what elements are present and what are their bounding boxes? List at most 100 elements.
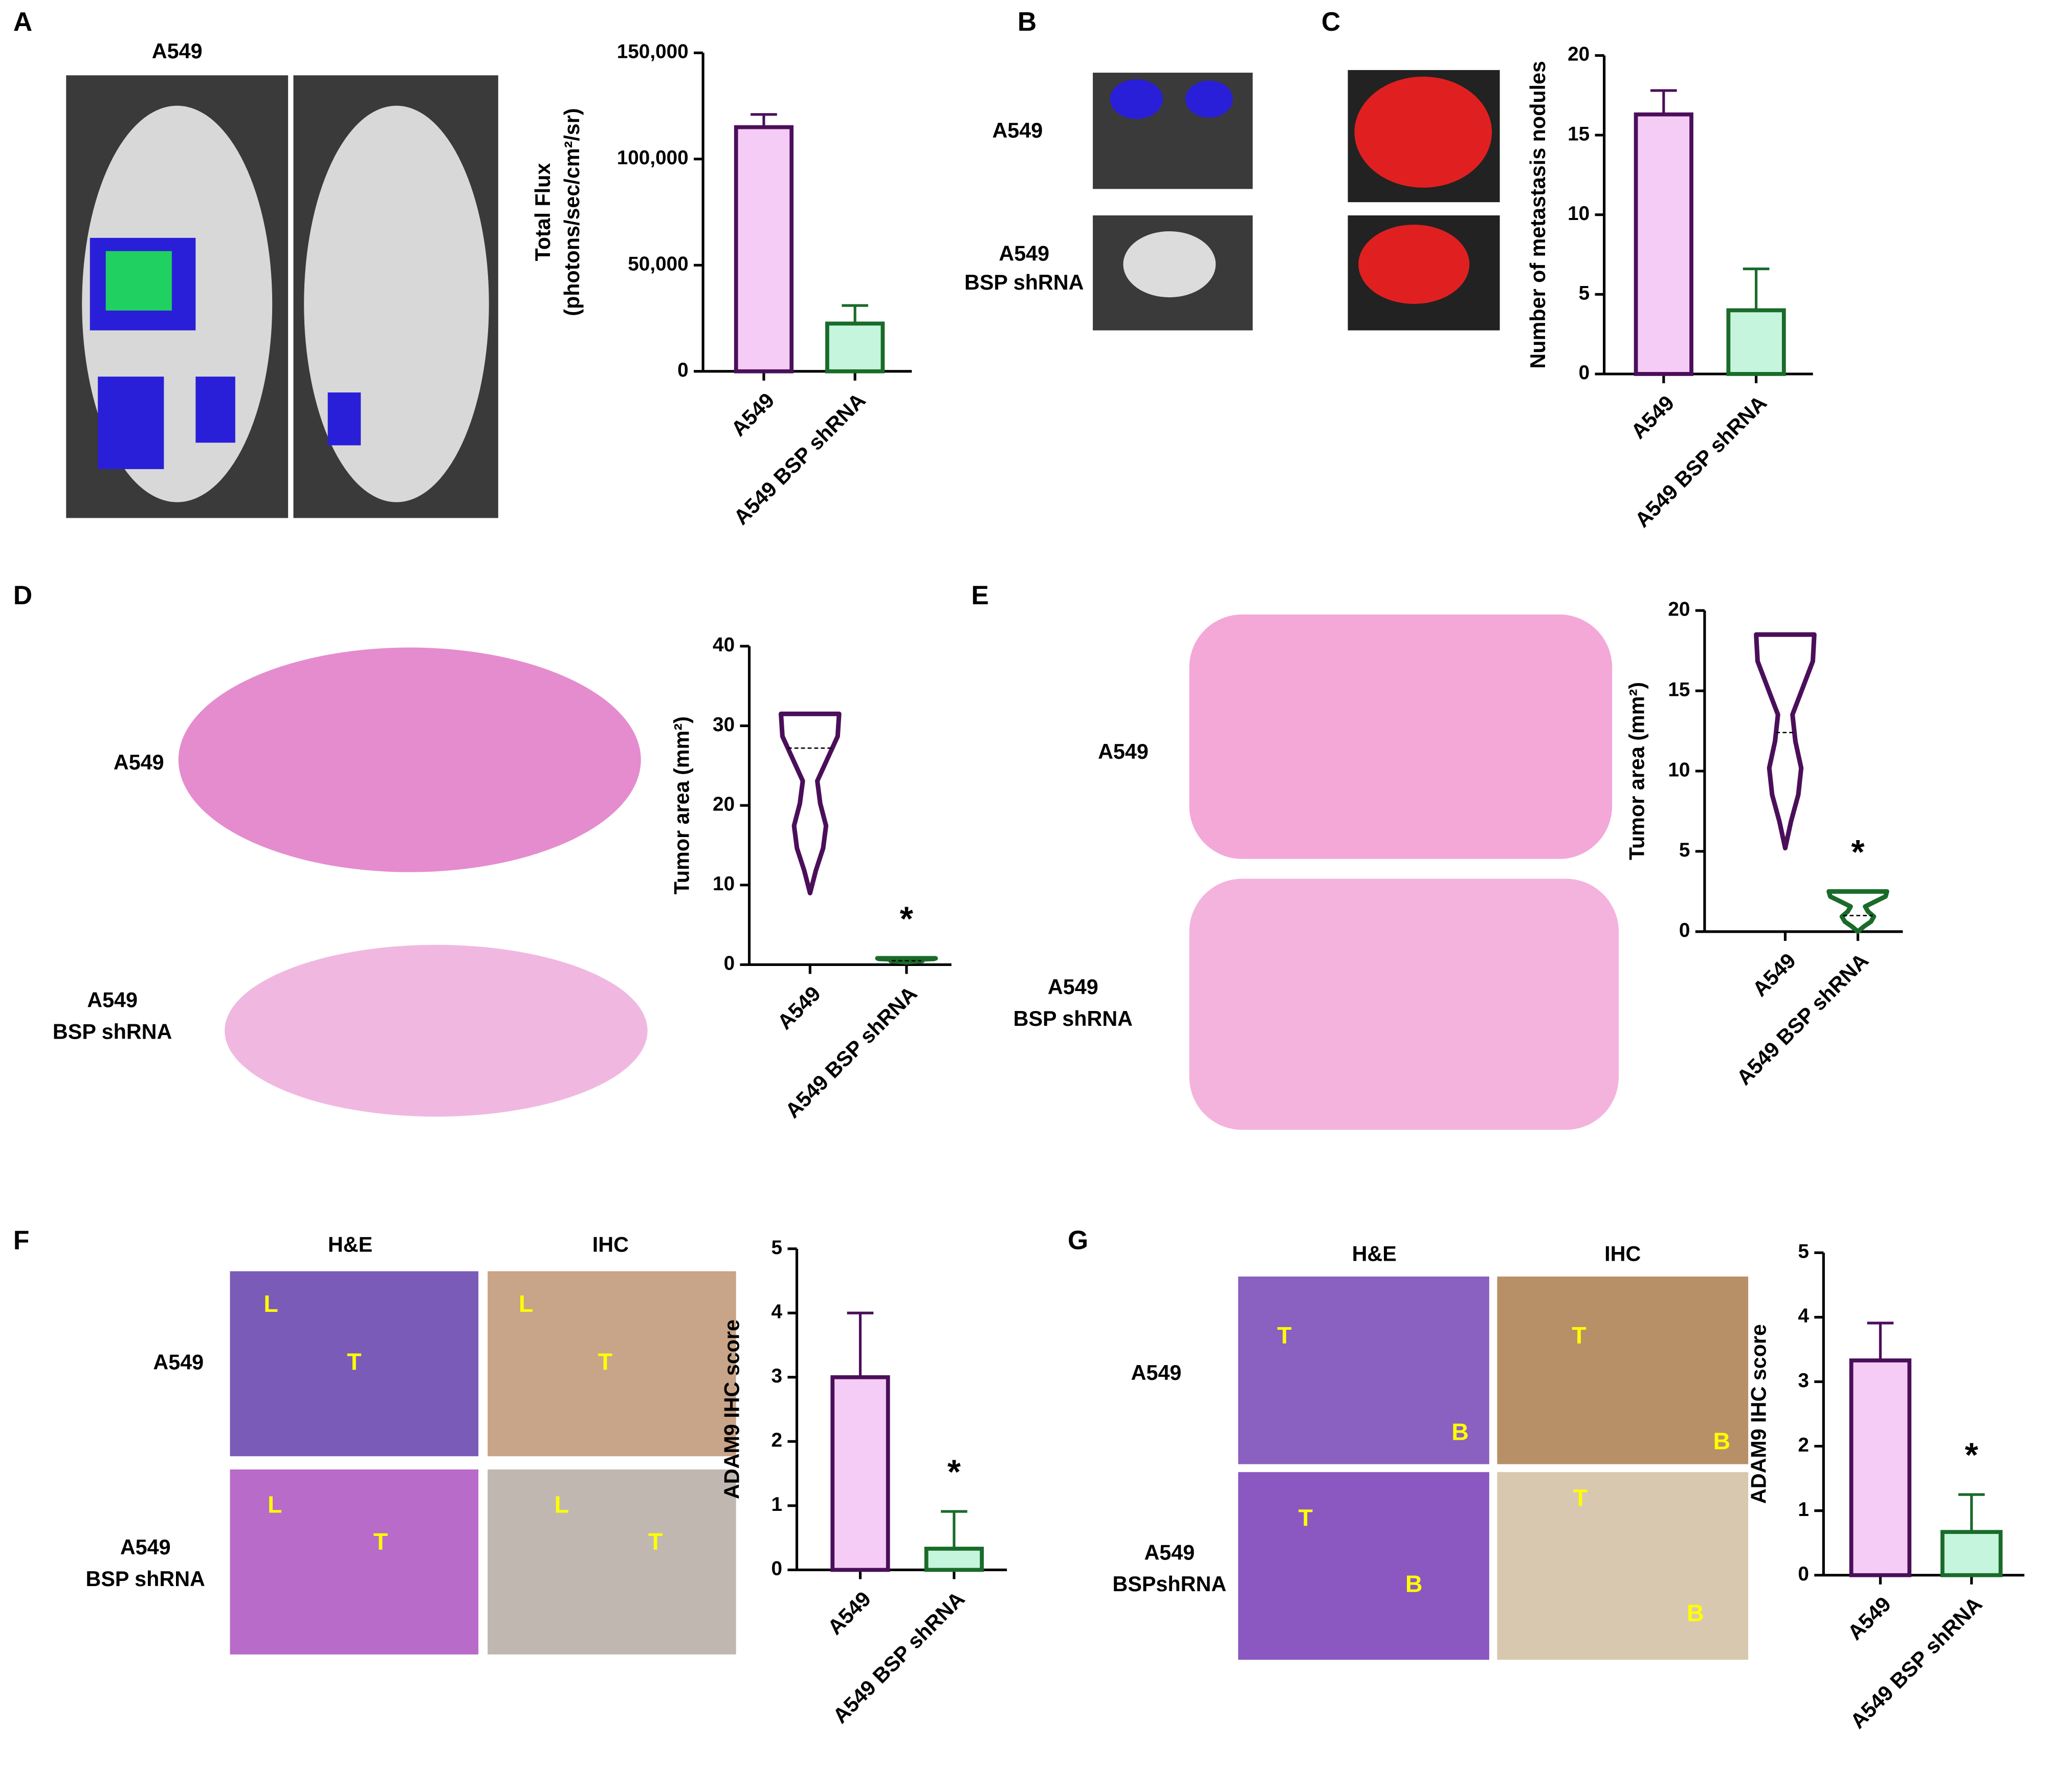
ihc-image (1497, 1276, 1749, 1464)
image-label: A549 (1144, 1541, 1195, 1564)
image-label: BSPshRNA (1113, 1572, 1227, 1596)
signal (327, 392, 361, 446)
y-axis-label: Total Flux (531, 163, 555, 261)
y-tick-label: 20 (1668, 598, 1690, 620)
ihc-image (488, 1271, 736, 1457)
y-tick-label: 10 (713, 873, 735, 895)
x-tick-label: A549 (1748, 949, 1800, 1001)
panel-letter: D (13, 580, 32, 610)
bar (1726, 308, 1786, 376)
he-image (1238, 1276, 1489, 1464)
significance-marker: * (1965, 1436, 1979, 1475)
tissue-section (178, 647, 641, 872)
y-tick-label: 2 (1798, 1434, 1809, 1456)
image-annotations: L T L T L T L T T B T B T B T B (263, 1290, 1730, 1626)
image-label: A549 (999, 241, 1049, 265)
violin (875, 956, 938, 965)
images (66, 70, 1749, 1660)
ihc-image (1497, 1472, 1749, 1660)
y-axis-label: ADAM9 IHC score (1747, 1324, 1770, 1504)
bar (1634, 112, 1693, 376)
bar (924, 1547, 984, 1572)
tissue-section (1189, 878, 1619, 1130)
region-letter: L (555, 1491, 569, 1518)
y-tick-label: 5 (1679, 839, 1690, 861)
significance-marker: * (947, 1453, 961, 1491)
y-tick-label: 3 (772, 1365, 783, 1387)
y-tick-label: 0 (1798, 1563, 1809, 1585)
image-labels: A549 A549 A549 BSP shRNA A549 A549 BSP s… (53, 39, 1641, 1596)
bar (830, 1375, 890, 1572)
bar (1940, 1530, 2003, 1577)
panel-letters: A B C D E F G (13, 7, 1340, 1255)
panel-letter: E (971, 580, 988, 610)
violin (779, 711, 842, 895)
y-axis-label: (photons/sec/cm²/sr) (560, 108, 584, 316)
region-letter: L (519, 1290, 533, 1317)
image-label: BSP shRNA (1013, 1007, 1133, 1030)
bar (1849, 1358, 1912, 1577)
violin (1754, 632, 1817, 851)
violin (1826, 889, 1889, 934)
region-letter: T (1573, 1485, 1588, 1511)
region-letter: T (347, 1349, 361, 1375)
image-label: A549 (114, 751, 164, 774)
he-image (230, 1271, 479, 1457)
y-tick-label: 5 (772, 1237, 783, 1259)
region-letter: T (373, 1528, 388, 1555)
lung (1358, 225, 1470, 304)
region-letter: B (1713, 1428, 1731, 1455)
y-tick-label: 1 (772, 1493, 783, 1515)
tissue-section (225, 944, 648, 1117)
ihc-image (488, 1469, 736, 1655)
region-letter: B (1451, 1419, 1469, 1445)
region-letter: L (263, 1290, 278, 1317)
panel-letter: B (1018, 7, 1037, 36)
image-label: A549 (1098, 740, 1149, 763)
image-label: A549 (87, 988, 138, 1012)
y-tick-label: 3 (1798, 1370, 1809, 1392)
image-label: A549 (153, 1350, 204, 1374)
significance-marker: * (900, 899, 914, 938)
lung (1354, 76, 1492, 188)
x-tick-label: A549 (726, 388, 779, 441)
image-label: BSP shRNA (964, 271, 1084, 294)
y-tick-label: 0 (724, 953, 735, 975)
image-label: BSP shRNA (86, 1567, 205, 1591)
y-axis-label: ADAM9 IHC score (720, 1320, 743, 1499)
y-tick-label: 10 (1668, 759, 1690, 781)
region-letter: B (1405, 1571, 1423, 1597)
y-tick-label: 15 (1568, 123, 1590, 145)
signal (105, 251, 172, 311)
y-tick-label: 15 (1668, 678, 1690, 700)
y-tick-label: 4 (1798, 1305, 1809, 1327)
y-tick-label: 1 (1798, 1499, 1809, 1521)
y-axis-label: Tumor area (mm²) (670, 716, 693, 894)
image-label: BSP shRNA (53, 1020, 172, 1044)
x-tick-label: A549 BSP shRNA (1732, 949, 1873, 1090)
y-tick-label: 0 (1679, 919, 1690, 941)
region-letter: T (1572, 1322, 1586, 1349)
y-tick-label: 40 (713, 634, 735, 656)
image-label: IHC (592, 1233, 629, 1256)
image-label: A549 (1048, 975, 1098, 999)
y-tick-label: 10 (1568, 203, 1590, 225)
region-letter: T (1277, 1322, 1291, 1349)
region-letter: B (1687, 1599, 1704, 1626)
region-letter: T (648, 1528, 663, 1555)
y-tick-label: 50,000 (628, 253, 688, 275)
x-tick-label: A549 (1626, 391, 1679, 443)
image-label: A549 (992, 119, 1043, 142)
y-tick-label: 0 (1579, 362, 1590, 384)
tissue-section (1189, 614, 1613, 859)
y-tick-label: 20 (713, 793, 735, 815)
y-tick-label: 0 (772, 1558, 783, 1580)
signal (98, 377, 164, 469)
y-axis-label: Tumor area (mm²) (1625, 682, 1649, 860)
bar (734, 125, 794, 373)
significance-marker: * (1851, 833, 1865, 871)
region-letter: T (1298, 1504, 1313, 1531)
signal (195, 377, 235, 443)
image-label: H&E (1352, 1242, 1397, 1266)
